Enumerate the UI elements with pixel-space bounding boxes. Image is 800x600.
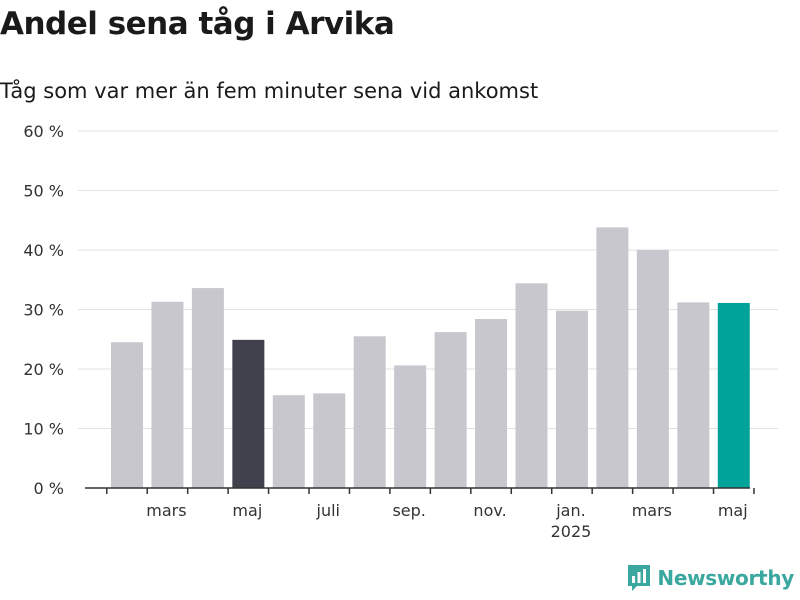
x-tick-label: maj xyxy=(232,501,262,520)
newsworthy-logo-icon xyxy=(628,565,651,591)
bar xyxy=(717,302,750,488)
bar xyxy=(232,339,265,488)
bar xyxy=(151,301,184,488)
y-tick-label: 30 % xyxy=(23,301,64,320)
bar xyxy=(596,227,629,488)
bar xyxy=(555,310,588,488)
chart-subtitle: Tåg som var mer än fem minuter sena vid … xyxy=(0,79,539,103)
bar xyxy=(111,342,143,488)
bar xyxy=(475,319,508,488)
x-tick-label: juli xyxy=(316,501,340,520)
x-tick-label: mars xyxy=(146,501,186,520)
bar xyxy=(636,250,669,488)
bar xyxy=(677,302,710,488)
bar xyxy=(515,283,548,488)
y-tick-label: 20 % xyxy=(23,360,64,379)
brand-logo: Newsworthy xyxy=(627,564,794,592)
bar xyxy=(434,332,467,488)
x-tick-label: jan. xyxy=(555,501,585,520)
y-tick-label: 10 % xyxy=(23,420,64,439)
bar xyxy=(191,288,224,488)
x-tick-label: sep. xyxy=(392,501,425,520)
chart-title: Andel sena tåg i Arvika xyxy=(0,6,395,42)
y-tick-label: 50 % xyxy=(23,182,64,201)
y-tick-label: 0 % xyxy=(34,479,64,498)
bar xyxy=(313,393,346,488)
y-tick-label: 40 % xyxy=(23,241,64,260)
x-tick-label: mars xyxy=(632,501,672,520)
bar xyxy=(272,395,305,488)
x-tick-label: maj xyxy=(718,501,748,520)
brand-name: Newsworthy xyxy=(657,566,794,590)
x-tick-year-label: 2025 xyxy=(551,522,592,541)
x-tick-label: nov. xyxy=(473,501,506,520)
y-tick-label: 60 % xyxy=(23,122,64,141)
bar xyxy=(353,336,386,488)
bar xyxy=(394,365,427,488)
